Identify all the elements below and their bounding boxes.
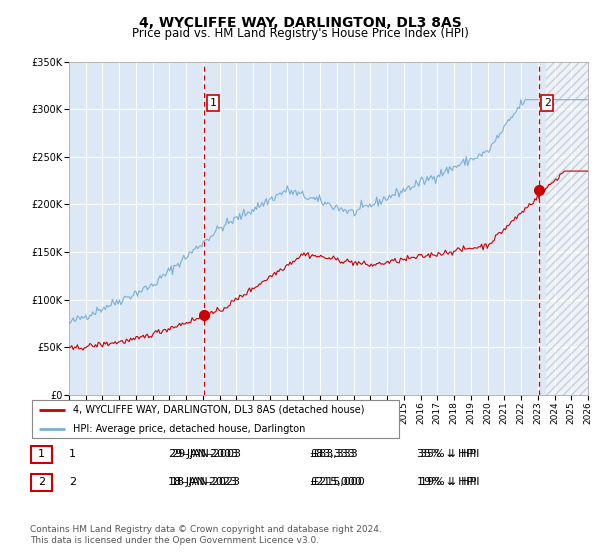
Text: £215,000: £215,000 — [312, 477, 365, 487]
Text: 2: 2 — [38, 477, 45, 487]
Text: 19% ↓ HPI: 19% ↓ HPI — [417, 477, 476, 487]
Text: 35% ↓ HPI: 35% ↓ HPI — [420, 449, 479, 459]
Text: 4, WYCLIFFE WAY, DARLINGTON, DL3 8AS: 4, WYCLIFFE WAY, DARLINGTON, DL3 8AS — [139, 16, 461, 30]
FancyBboxPatch shape — [31, 474, 52, 491]
FancyBboxPatch shape — [31, 446, 52, 463]
Text: 1: 1 — [209, 98, 216, 108]
Text: 19% ↓ HPI: 19% ↓ HPI — [420, 477, 479, 487]
Text: 1: 1 — [38, 449, 45, 459]
Text: 2: 2 — [69, 477, 76, 487]
Text: Contains HM Land Registry data © Crown copyright and database right 2024.
This d: Contains HM Land Registry data © Crown c… — [30, 525, 382, 545]
Text: 29-JAN-2003: 29-JAN-2003 — [171, 449, 241, 459]
Text: 18-JAN-2023: 18-JAN-2023 — [168, 477, 238, 487]
Text: £83,333: £83,333 — [312, 449, 358, 459]
Text: 1: 1 — [69, 449, 76, 459]
Text: HPI: Average price, detached house, Darlington: HPI: Average price, detached house, Darl… — [73, 424, 305, 434]
Text: 35% ↓ HPI: 35% ↓ HPI — [417, 449, 476, 459]
Text: 2: 2 — [544, 98, 550, 108]
FancyBboxPatch shape — [32, 400, 400, 438]
Text: 4, WYCLIFFE WAY, DARLINGTON, DL3 8AS (detached house): 4, WYCLIFFE WAY, DARLINGTON, DL3 8AS (de… — [73, 405, 364, 415]
Text: 29-JAN-2003: 29-JAN-2003 — [168, 449, 238, 459]
Text: Price paid vs. HM Land Registry's House Price Index (HPI): Price paid vs. HM Land Registry's House … — [131, 27, 469, 40]
Text: £83,333: £83,333 — [309, 449, 355, 459]
Text: £215,000: £215,000 — [309, 477, 362, 487]
Text: 18-JAN-2023: 18-JAN-2023 — [171, 477, 241, 487]
